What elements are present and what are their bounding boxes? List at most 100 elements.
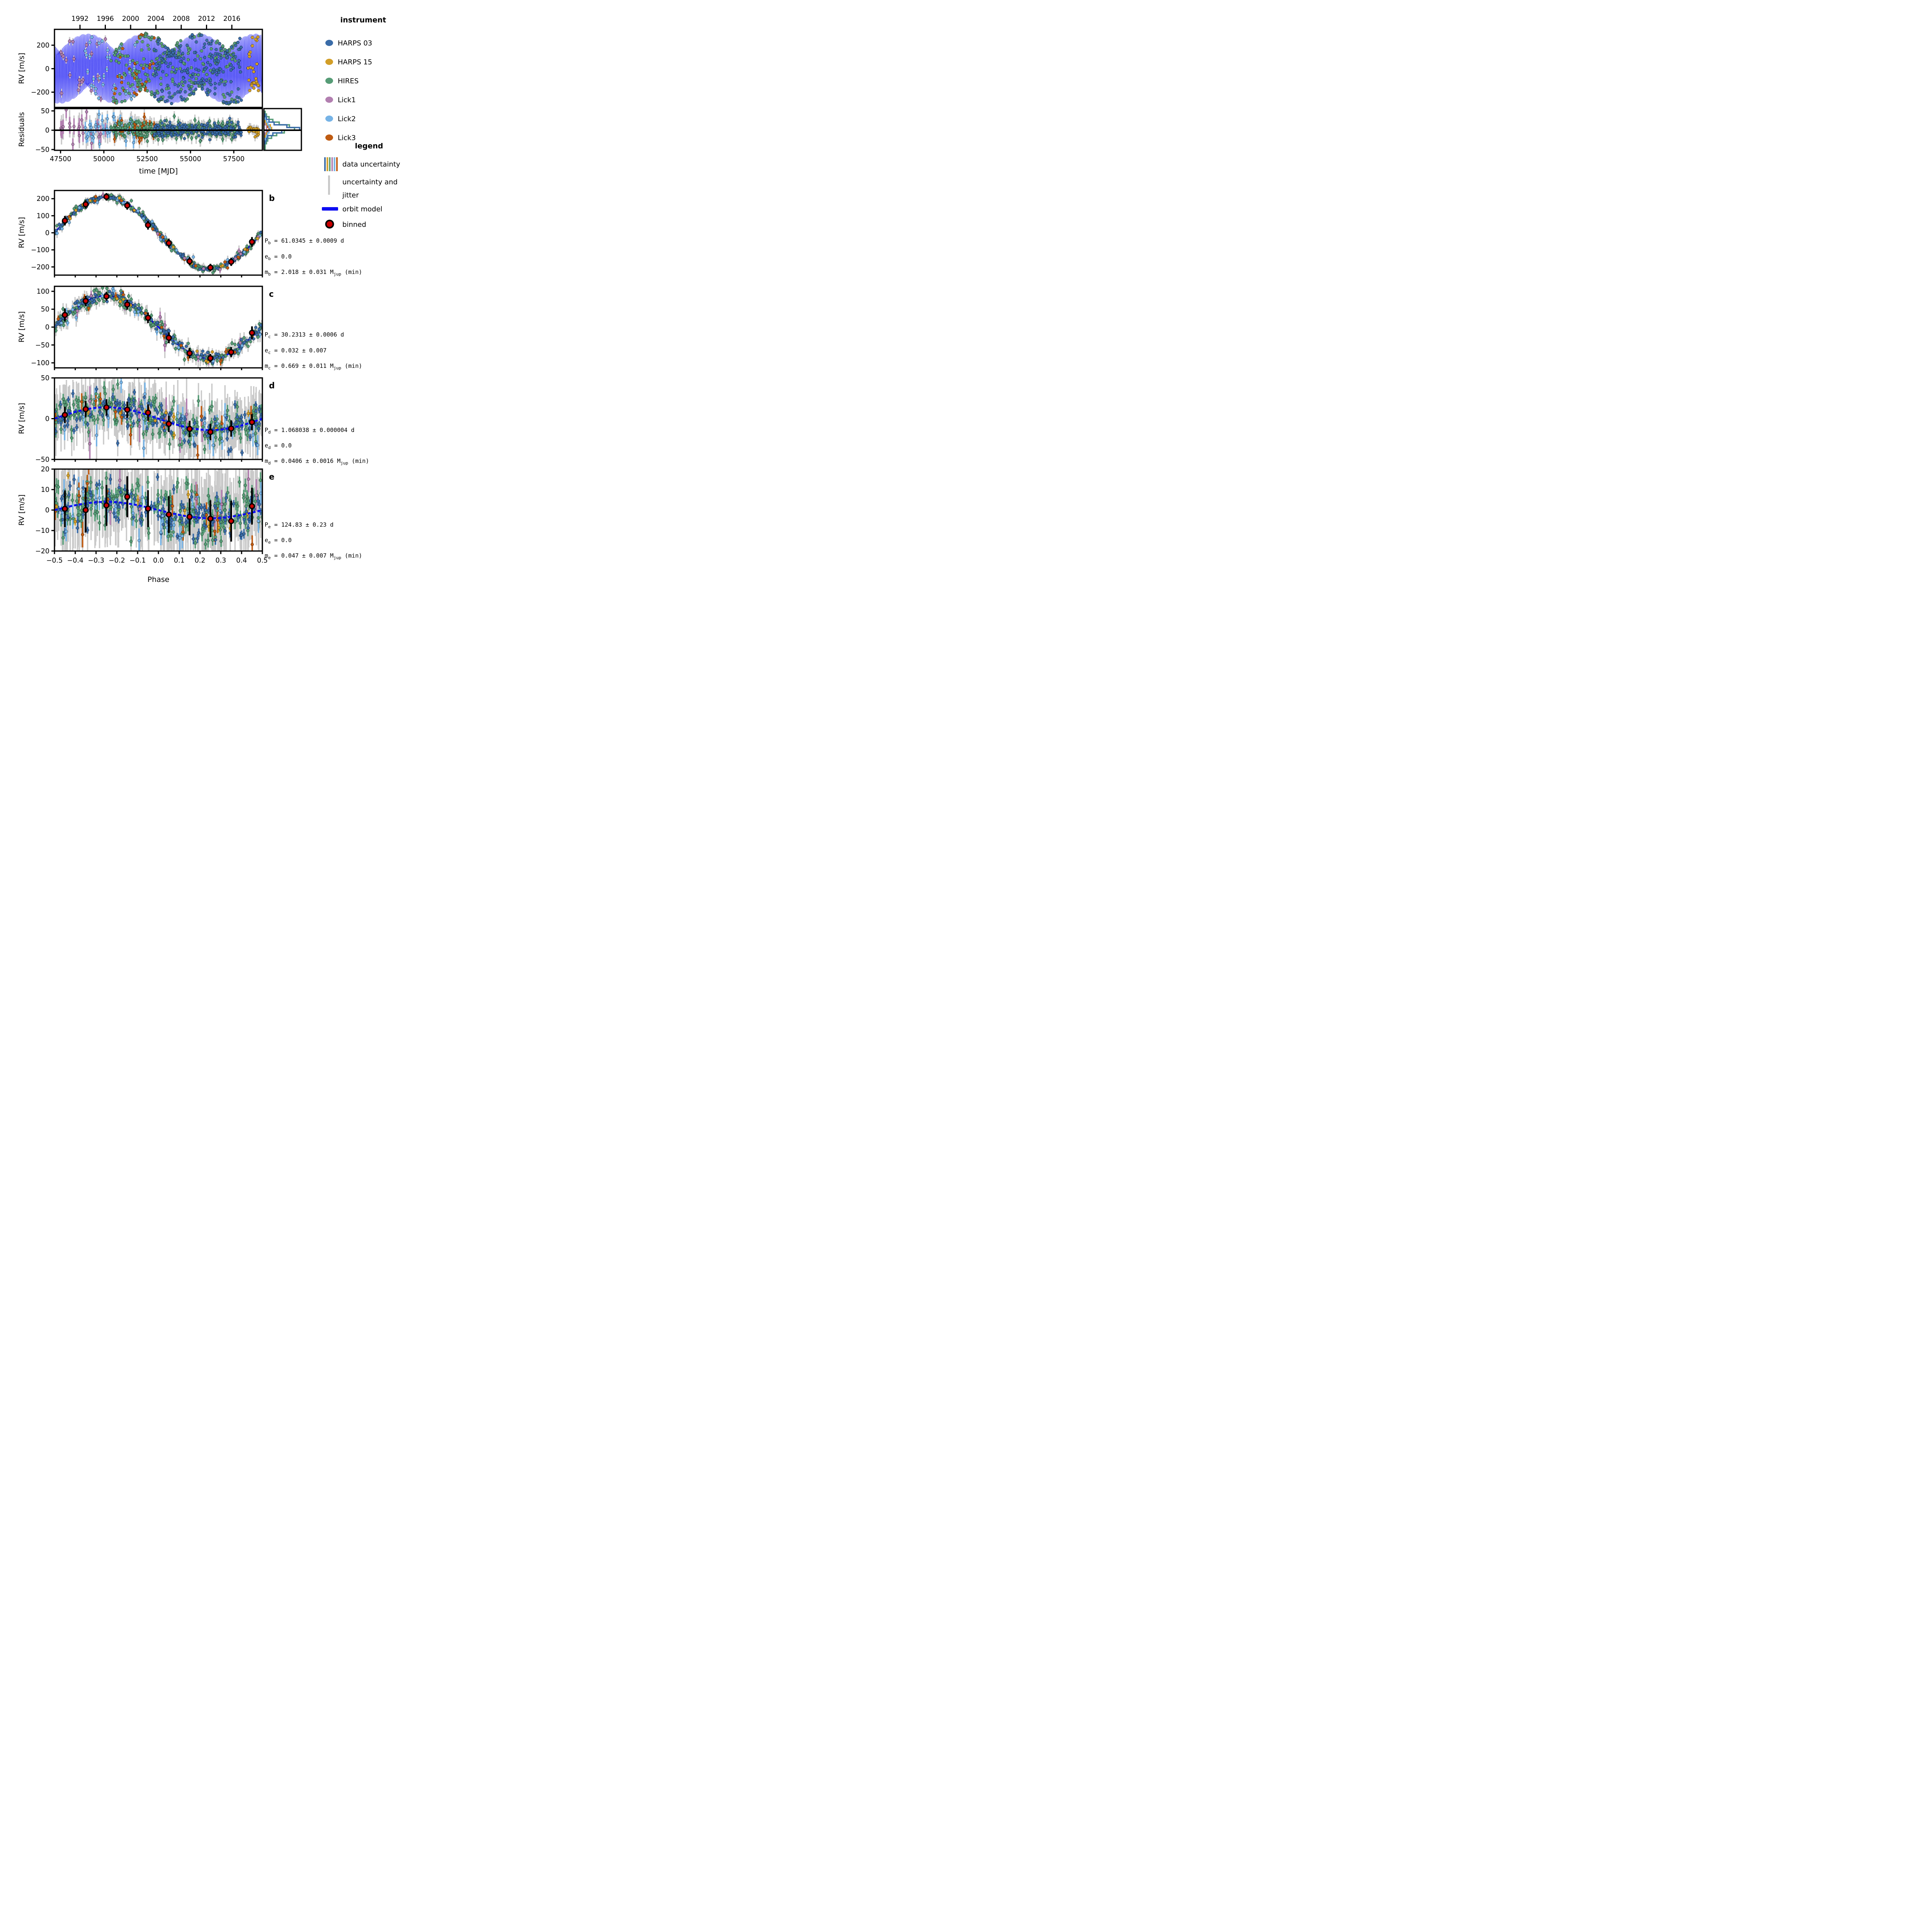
scatter-point [228,93,231,97]
scatter-point [213,92,217,96]
scatter-point [206,61,210,65]
annotation-text: = 61.0345 ± 0.0009 d [271,237,344,244]
scatter-point [145,64,149,68]
scatter-point [85,110,88,114]
scatter-point [98,521,101,525]
scatter-point [61,397,65,401]
scatter-point [67,409,71,413]
scatter-point [100,39,104,43]
scatter-point [117,505,121,509]
scatter-point [230,138,233,141]
scatter-point [184,525,188,528]
scatter-point [121,493,124,496]
scatter-point [237,343,240,347]
scatter-point [153,134,156,137]
scatter-point [247,526,250,530]
scatter-point [156,232,160,235]
scatter-point [58,223,61,226]
scatter-point [78,206,81,209]
scatter-point [101,401,105,405]
scatter-point [208,408,211,412]
scatter-point [131,59,134,63]
scatter-point [132,403,136,406]
scatter-point [163,517,166,520]
scatter-point [86,528,89,532]
phase-e-ylabel: RV [m/s] [17,495,26,526]
scatter-point [200,353,204,356]
scatter-point [68,406,71,410]
scatter-point [90,84,93,87]
scatter-point [257,83,260,87]
scatter-point [126,124,130,128]
scatter-point [200,532,204,536]
scatter-point [227,133,230,136]
annotation-subscript: d [268,461,271,466]
scatter-point [158,62,162,65]
scatter-point [169,534,173,537]
binned-point [124,301,131,308]
scatter-point [201,425,205,429]
swatch-jitter-bar [328,175,330,195]
scatter-point [160,412,164,416]
scatter-point [161,138,165,142]
scatter-point [123,89,127,93]
scatter-point [163,51,167,54]
scatter-point [213,529,216,533]
scatter-point [114,515,118,519]
scatter-point [216,519,219,522]
scatter-point [88,413,92,417]
scatter-point [190,85,194,88]
scatter-point [154,327,158,331]
scatter-point [142,85,146,88]
legend-label-harps03: HARPS 03 [338,39,372,48]
binned-point [166,421,172,427]
scatter-point [200,505,203,509]
scatter-point [171,80,175,83]
scatter-point [250,44,254,48]
scatter-point [156,91,160,95]
scatter-point [185,413,189,416]
scatter-point [88,123,92,127]
scatter-point [178,126,181,129]
scatter-point [159,97,163,101]
scatter-point [150,220,154,223]
scatter-point [243,340,246,344]
scatter-point [209,83,213,87]
scatter-point [176,123,180,127]
scatter-point [213,82,217,85]
scatter-point [144,497,147,500]
scatter-point [139,88,143,92]
scatter-point [200,49,203,53]
scatter-point [131,511,135,515]
scatter-point [215,68,219,72]
scatter-point [235,405,239,409]
binned-point [207,515,214,522]
scatter-point [132,515,135,519]
scatter-point [256,35,260,39]
scatter-point [230,45,233,49]
scatter-point [163,344,167,347]
scatter-point [210,420,213,424]
scatter-point [176,90,180,94]
scatter-point [214,435,218,439]
scatter-point [120,81,124,84]
scatter-point [257,427,260,430]
phase-tick-label: −0.2 [109,557,125,565]
scatter-point [95,387,99,391]
scatter-point [245,510,248,513]
y-tick-label: −20 [35,548,49,555]
scatter-point [192,255,195,259]
scatter-point [170,48,174,52]
scatter-point [138,425,141,428]
scatter-point [170,249,173,253]
scatter-point [255,423,258,426]
scatter-point [101,286,104,290]
scatter-point [251,36,254,39]
scatter-point [72,478,76,481]
scatter-point [68,221,71,224]
scatter-point [90,36,94,39]
annotation-text: (min) [341,269,362,276]
scatter-point [161,514,165,518]
scatter-point [89,294,93,298]
scatter-point [210,405,214,408]
